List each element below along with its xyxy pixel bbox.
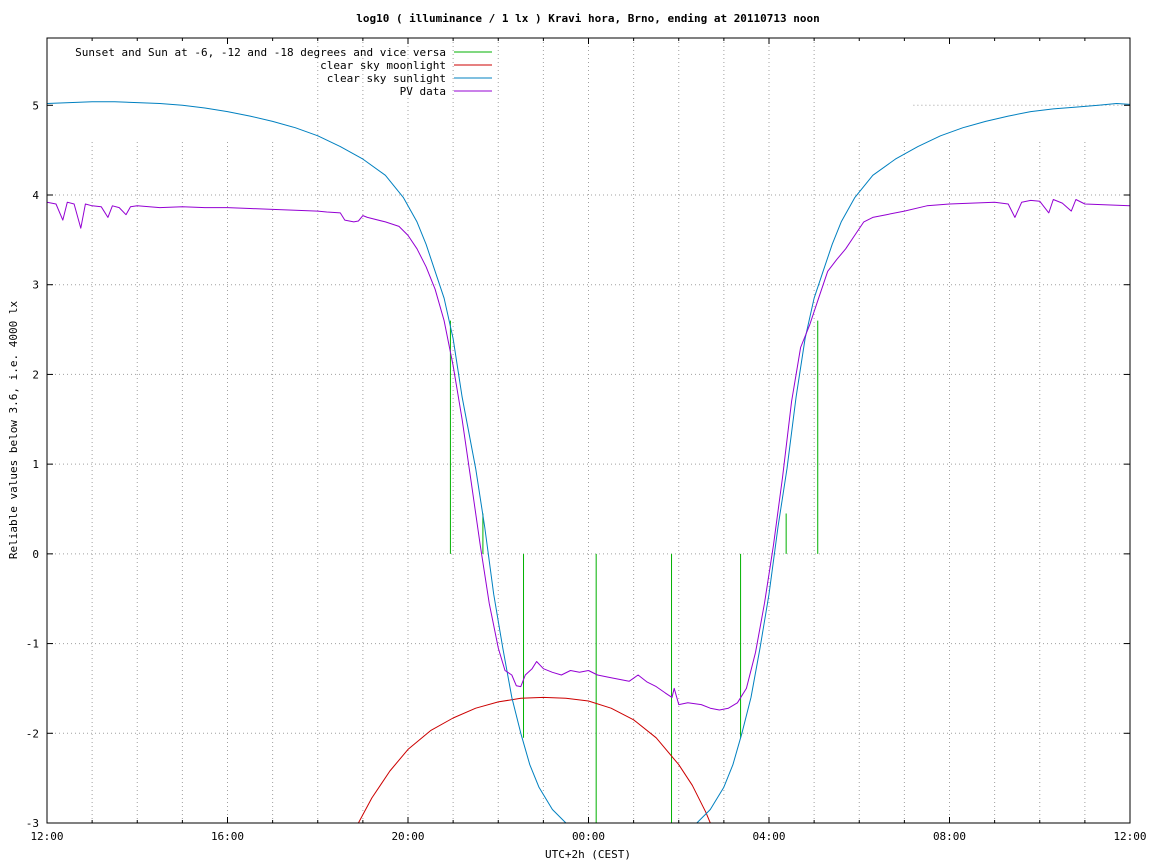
y-tick-label: 5 [32,99,39,112]
legend-label: PV data [400,85,446,98]
grid-lines [47,38,1130,823]
legend: Sunset and Sun at -6, -12 and -18 degree… [75,46,492,98]
x-tick-label: 04:00 [752,830,785,843]
series-line-clear-sky-moonlight [357,696,711,823]
y-tick-label: 3 [32,279,39,292]
series-line-series-3 [696,103,1130,823]
x-tick-label: 12:00 [1113,830,1146,843]
y-tick-label: -3 [26,817,39,830]
y-tick-label: 1 [32,458,39,471]
legend-label: clear sky moonlight [320,59,446,72]
x-tick-label: 08:00 [933,830,966,843]
y-tick-label: -1 [26,638,39,651]
y-axis-label: Reliable values below 3.6, i.e. 4000 lx [7,300,20,559]
y-tick-label: 4 [32,189,39,202]
series-layer [47,101,1130,823]
x-tick-label: 12:00 [30,830,63,843]
x-tick-label: 16:00 [211,830,244,843]
series-line-pv-data [47,199,1130,711]
series-line-clear-sky-sunlight [47,101,567,823]
x-axis-label: UTC+2h (CEST) [545,848,631,861]
y-ticks: -3 -2 -1 0 1 2 3 4 5 [26,99,1130,830]
x-ticks: 12:00 16:00 20:00 00:00 04:00 08:00 12:00 [30,38,1147,843]
legend-label: Sunset and Sun at -6, -12 and -18 degree… [75,46,446,59]
legend-label: clear sky sunlight [327,72,446,85]
y-tick-label: 2 [32,368,39,381]
x-tick-label: 00:00 [572,830,605,843]
y-tick-label: -2 [26,727,39,740]
y-tick-label: 0 [32,548,39,561]
x-tick-label: 20:00 [391,830,424,843]
chart-title: log10 ( illuminance / 1 lx ) Kravi hora,… [356,12,820,25]
